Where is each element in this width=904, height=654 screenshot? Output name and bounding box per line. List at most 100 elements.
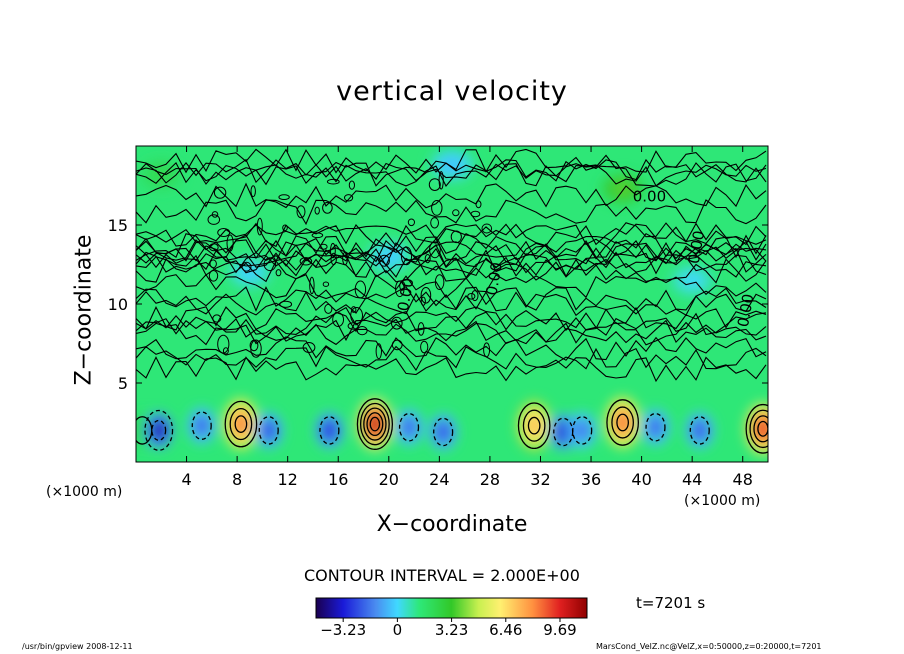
x-axis-ticks: 4 8 12 16 20 24 28 32 36 40 44 48 [181,146,753,489]
small-contour [212,314,222,323]
zero-contour [136,258,767,284]
colorbar-ticks [342,618,561,622]
zero-contour [136,162,767,187]
velocity-cell-core [650,420,661,435]
small-contour [347,322,359,330]
small-contour [467,293,476,300]
small-contour [475,200,482,209]
x-tick-label: 20 [379,470,399,489]
contour-line [517,402,551,449]
zero-contour [136,286,767,312]
zero-contour [136,242,767,268]
zero-contour [136,356,767,383]
small-contour [375,343,382,360]
contour-labels: 0.00 0.00 0.00 0.00 0.00 [394,187,758,328]
velocity-cell-core [196,418,208,433]
small-contour [256,217,263,236]
small-contour [282,224,288,232]
zero-contour [136,251,767,277]
small-contour [483,342,491,358]
small-contour [217,334,230,354]
contour-line [224,400,258,448]
zero-contour [136,148,767,174]
contour-label: 0.00 [394,277,418,313]
x-tick-label: 12 [278,470,298,489]
small-contour [391,339,403,351]
contour-line [258,416,279,445]
contour-line [553,417,574,447]
zero-contour [136,311,767,336]
velocity-cell-core [324,423,335,438]
x-tick-label: 8 [232,470,242,489]
small-contour [226,234,234,252]
time-label: t=7201 s [636,594,706,612]
x-tick-label: 16 [328,470,348,489]
small-contour [420,340,429,354]
zero-contour [136,237,767,263]
small-contour [378,254,390,267]
colorbar-tick-label: 3.23 [434,621,469,639]
contour-label: 0.00 [685,229,709,265]
contour-line [191,411,212,440]
contour-line [749,409,768,449]
small-contour [417,322,425,336]
small-contour [309,276,315,295]
velocity-cell-core [241,266,259,279]
velocity-cell-core [403,420,415,435]
x-unit-label-right: (×1000 m) [684,493,761,509]
small-contour [342,251,349,266]
small-contour [278,194,290,201]
small-contour [217,228,231,237]
small-contour [350,307,364,324]
small-contour [208,243,219,252]
small-contour [407,218,415,227]
velocity-cell-core [153,423,165,438]
contour-line [369,416,381,432]
x-tick-label: 24 [429,470,449,489]
x-tick-label: 44 [682,470,702,489]
small-contour [263,257,277,272]
small-contour [424,254,431,264]
contour-line [433,417,454,447]
small-contour [314,206,320,215]
y-tick-label: 10 [108,295,128,314]
footer-right: MarsCond_VelZ.nc@VelZ,x=0:50000,z=0:2000… [596,642,822,651]
small-contour [470,210,481,218]
zero-contour [136,318,767,344]
contour-line [745,403,768,454]
x-unit-label-left: (×1000 m) [46,484,123,500]
contour-line [616,413,629,432]
velocity-cell-core [527,415,541,436]
small-contour [250,339,262,358]
small-contour [299,257,313,266]
small-contour [330,252,337,266]
small-contour [311,232,324,239]
small-contour [348,180,355,190]
contour-label: 0.00 [633,187,666,205]
contour-line [753,415,768,443]
small-contour [322,201,333,214]
small-contour [431,200,443,216]
contour-line [522,409,546,442]
small-contour [434,274,445,291]
contour-line [398,412,420,442]
small-contour [213,186,227,199]
y-axis-label: Z−coordinate [71,234,97,386]
small-contour [250,185,256,198]
zero-contour [136,345,767,372]
colorbar-tick-label: 6.46 [489,621,523,639]
contour-line [363,407,387,441]
small-contour [400,246,413,266]
small-contour [391,316,403,330]
y-tick-label: 5 [118,374,128,393]
contour-line [144,409,174,451]
zero-contour [136,222,767,248]
y-tick-label: 15 [108,216,128,235]
x-tick-label: 40 [631,470,651,489]
small-contour [428,178,441,192]
x-tick-label: 28 [480,470,500,489]
zero-contour [136,161,767,187]
contour-line [572,416,593,445]
contour-label: 0.00 [482,261,506,297]
